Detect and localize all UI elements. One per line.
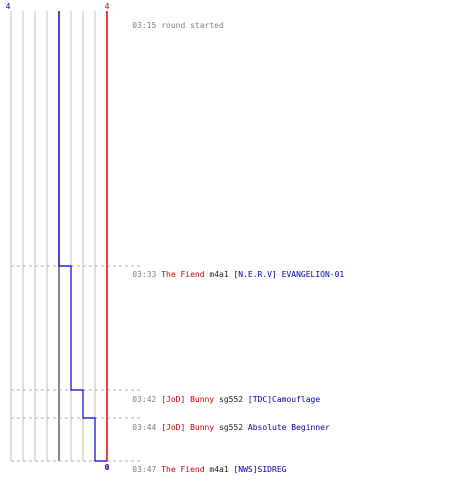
event-killer: [JoD] Bunny	[161, 423, 215, 432]
event-time: 03:15	[132, 21, 157, 30]
event-row: 03:33 The Fiend m4a1 [N.E.R.V] EVANGELIO…	[113, 260, 344, 290]
event-victim: [N.E.R.V] EVANGELION-01	[233, 270, 345, 279]
event-weapon: sg552	[219, 395, 244, 404]
red-axis-top-label: 4	[105, 2, 110, 11]
event-victim: [TDC]Camouflage	[247, 395, 321, 404]
event-time: 03:44	[132, 423, 157, 432]
event-victim: [NWS]SIDREG	[233, 465, 287, 474]
event-time: 03:33	[132, 270, 157, 279]
red-axis-bottom-label: 4	[105, 463, 110, 472]
blue-series-line	[58, 11, 107, 462]
event-row: 03:42 [JoD] Bunny sg552 [TDC]Camouflage	[113, 385, 320, 415]
event-time: 03:47	[132, 465, 157, 474]
event-weapon: m4a1	[209, 270, 229, 279]
blue-final-label: 0	[105, 463, 110, 472]
event-victim: Absolute Beginner	[247, 423, 330, 432]
event-row: 03:47 The Fiend m4a1 [NWS]SIDREG	[113, 455, 286, 485]
blue-axis-top-label: 4	[6, 2, 11, 11]
event-note: round started	[161, 21, 224, 30]
event-weapon: m4a1	[209, 465, 229, 474]
event-weapon: sg552	[219, 423, 244, 432]
event-killer: The Fiend	[161, 465, 205, 474]
event-time: 03:42	[132, 395, 157, 404]
event-row: 03:15 round started	[113, 11, 224, 41]
event-row: 03:44 [JoD] Bunny sg552 Absolute Beginne…	[113, 413, 330, 443]
event-killer: [JoD] Bunny	[161, 395, 215, 404]
event-killer: The Fiend	[161, 270, 205, 279]
